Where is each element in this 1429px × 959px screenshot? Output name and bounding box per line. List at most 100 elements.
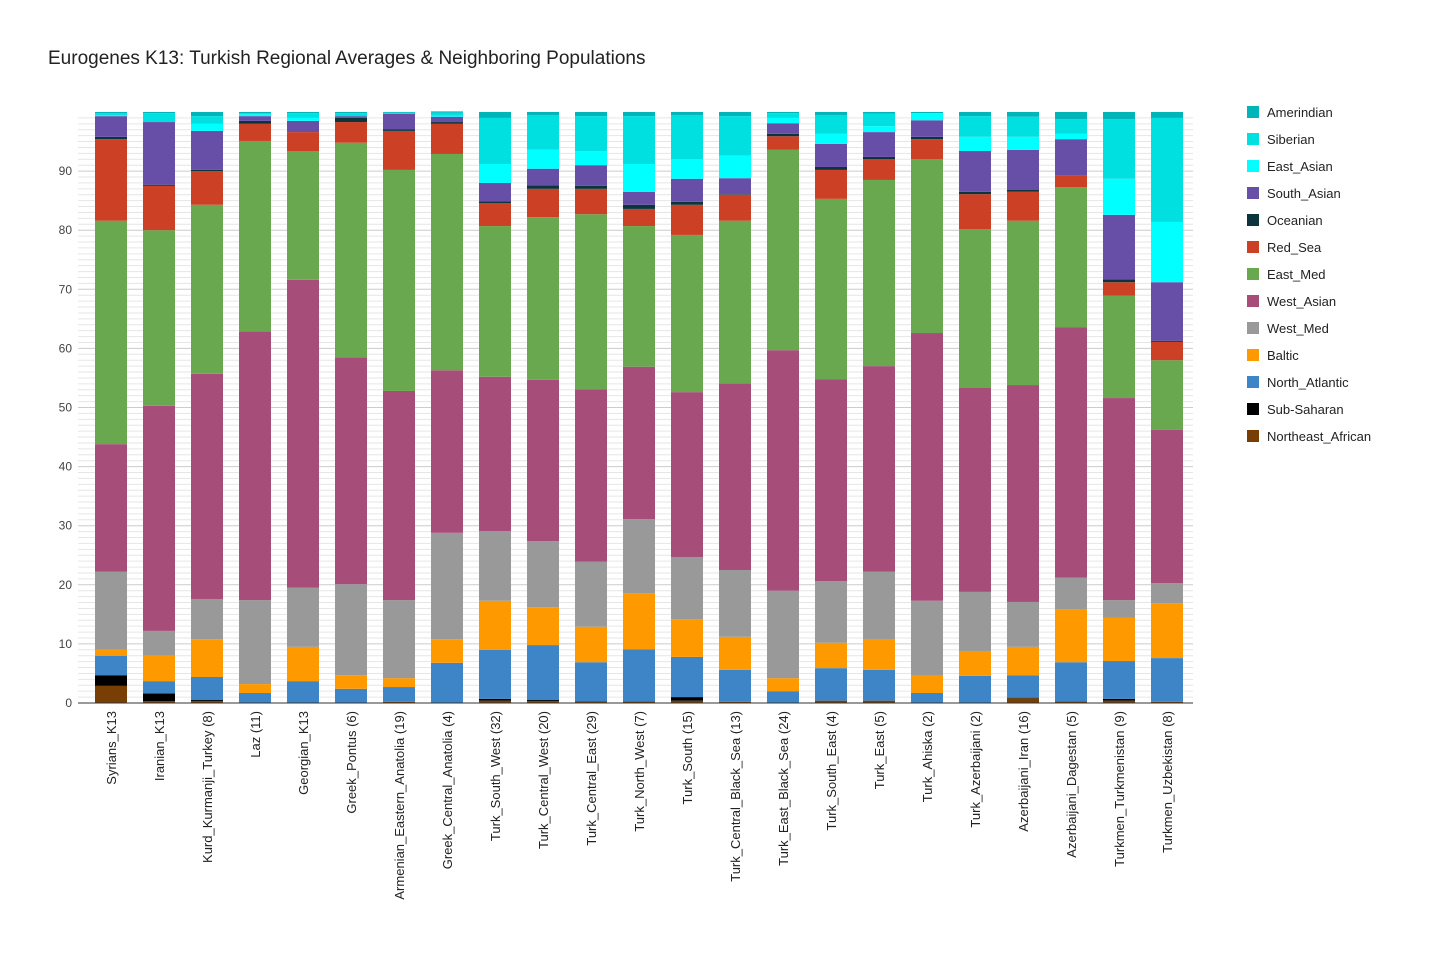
bar-segment-north_atlantic (287, 681, 319, 703)
bar-segment-west_asian (239, 331, 271, 601)
bar-segment-south_asian (623, 191, 655, 205)
bar-segment-red_sea (1151, 341, 1183, 361)
legend-label: West_Med (1267, 321, 1329, 336)
bar-segment-baltic (143, 655, 175, 682)
bar-segment-south_asian (1151, 282, 1183, 341)
bar-segment-oceanian (479, 201, 511, 204)
bar-segment-north_atlantic (527, 645, 559, 701)
bar-segment-red_sea (575, 188, 607, 215)
bar-segment-red_sea (383, 130, 415, 170)
bar-segment-red_sea (191, 171, 223, 205)
x-tick-label: Turk_East (5) (872, 711, 887, 789)
bar-segment-north_atlantic (671, 656, 703, 698)
bar-segment-west_asian (1055, 327, 1087, 578)
bar-segment-west_asian (959, 387, 991, 592)
bar-segment-red_sea (959, 194, 991, 230)
bar-segment-west_asian (1007, 385, 1039, 602)
bar-segment-east_med (1007, 220, 1039, 386)
y-tick-label: 80 (59, 223, 73, 237)
bar-segment-west_asian (575, 389, 607, 562)
bar-segment-siberian (95, 113, 127, 115)
bar-segment-east_asian (527, 149, 559, 169)
legend-label: Oceanian (1267, 213, 1323, 228)
bar-segment-red_sea (863, 159, 895, 180)
bar-segment-east_asian (959, 136, 991, 152)
bar-segment-west_med (767, 590, 799, 679)
bar-segment-east_med (575, 214, 607, 390)
bar-segment-northeast_african (527, 701, 559, 703)
legend-label: East_Med (1267, 267, 1326, 282)
bar-segment-siberian (287, 113, 319, 118)
x-tick-label: Greek_Pontus (6) (344, 711, 359, 814)
bar-segment-north_atlantic (191, 676, 223, 701)
bar-segment-red_sea (767, 136, 799, 150)
bar-segment-northeast_african (95, 685, 127, 703)
bar-segment-baltic (95, 649, 127, 656)
bar-segment-west_asian (287, 279, 319, 588)
bar-segment-west_med (335, 584, 367, 676)
bar-segment-west_asian (767, 350, 799, 591)
bar-segment-east_asian (863, 126, 895, 133)
bar-segment-amerindian (1151, 112, 1183, 118)
bar-segment-northeast_african (1103, 700, 1135, 703)
bar-segment-east_asian (671, 159, 703, 179)
bar-segment-siberian (623, 116, 655, 165)
bar-segment-oceanian (383, 129, 415, 131)
bar-segment-northeast_african (383, 701, 415, 703)
bar-segment-amerindian (383, 112, 415, 113)
legend-label: East_Asian (1267, 159, 1333, 174)
bar-segment-baltic (623, 593, 655, 650)
bar-segment-oceanian (1103, 279, 1135, 283)
bar-segment-baltic (1103, 617, 1135, 662)
bar-segment-siberian (239, 113, 271, 115)
bar-segment-east_med (959, 229, 991, 388)
bar-segment-baltic (239, 684, 271, 693)
x-tick-label: Kurd_Kurmanji_Turkey (8) (200, 711, 215, 863)
bar-segment-south_asian (95, 116, 127, 137)
bar-segment-siberian (527, 114, 559, 150)
bar-segment-east_med (191, 204, 223, 374)
bar-segment-east_med (815, 198, 847, 380)
y-tick-label: 20 (59, 578, 73, 592)
bar-segment-north_atlantic (1055, 662, 1087, 702)
bar-segment-east_med (143, 230, 175, 406)
bar-segment-red_sea (671, 204, 703, 235)
bar-segment-sub-saharan (575, 701, 607, 702)
bar-segment-north_atlantic (911, 692, 943, 703)
legend-swatch (1247, 295, 1259, 307)
bar-segment-siberian (671, 114, 703, 160)
x-tick-label: Turk_South (15) (680, 711, 695, 804)
bar-segment-south_asian (191, 130, 223, 170)
bar-segment-siberian (767, 113, 799, 118)
x-tick-label: Turkmen_Uzbekistan (8) (1160, 711, 1175, 853)
bar-segment-east_med (95, 220, 127, 445)
bar-segment-north_atlantic (815, 668, 847, 701)
bar-segment-west_med (383, 600, 415, 679)
bar-segment-amerindian (575, 112, 607, 117)
bar-segment-north_atlantic (623, 649, 655, 702)
bar-segment-south_asian (287, 120, 319, 133)
bar-segment-east_asian (623, 164, 655, 192)
bar-segment-oceanian (863, 156, 895, 160)
bar-segment-south_asian (383, 113, 415, 130)
bar-segment-west_asian (671, 392, 703, 558)
legend-label: South_Asian (1267, 186, 1341, 201)
bar-segment-northeast_african (623, 701, 655, 703)
bar-segment-sub-saharan (527, 700, 559, 702)
bar-segment-west_med (623, 519, 655, 594)
bar-segment-siberian (143, 113, 175, 123)
bar-segment-red_sea (239, 123, 271, 141)
bar-segment-oceanian (1007, 190, 1039, 192)
bar-segment-west_med (1103, 600, 1135, 618)
bar-segment-oceanian (335, 117, 367, 123)
x-tick-label: Turk_East_Black_Sea (24) (776, 711, 791, 866)
bar-segment-baltic (815, 642, 847, 669)
bar-segment-siberian (1055, 119, 1087, 134)
bar-segment-east_med (239, 140, 271, 332)
bar-segment-red_sea (623, 208, 655, 227)
bar-segment-east_asian (767, 117, 799, 124)
bar-segment-west_asian (1103, 398, 1135, 601)
bar-segment-siberian (479, 117, 511, 165)
bar-segment-northeast_african (575, 701, 607, 703)
